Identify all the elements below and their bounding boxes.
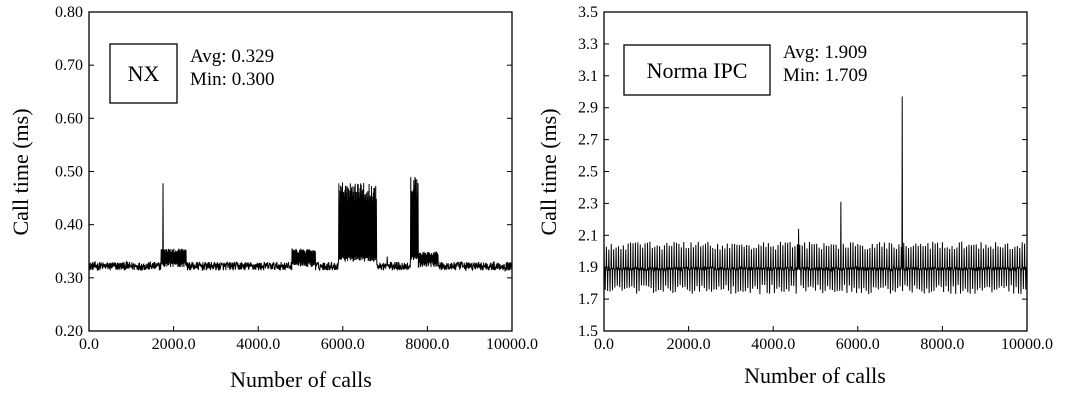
x-tick-label-nx: 4000.0 [236,336,280,353]
x-tick-label-norma-ipc: 10000.0 [1001,336,1053,353]
y-tick-label-norma-ipc: 2.3 [578,195,598,212]
x-tick-label-norma-ipc: 0.0 [594,336,614,353]
y-tick-label-norma-ipc: 2.5 [578,164,598,181]
min-annotation-norma-ipc: Min: 1.709 [783,65,867,86]
x-tick-label-nx: 2000.0 [152,336,196,353]
y-tick-label-norma-ipc: 2.1 [578,227,598,244]
legend-box-norma-ipc [623,44,771,96]
y-tick-label-nx: 0.50 [55,164,83,181]
series-line-norma-ipc [603,96,1028,295]
x-tick-label-norma-ipc: 8000.0 [920,336,964,353]
legend-label-nx: NX [128,61,160,86]
x-axis-title-nx: Number of calls [230,367,372,392]
x-tick-label-nx: 6000.0 [321,336,365,353]
y-tick-label-nx: 0.70 [55,57,83,74]
y-axis-title-nx: Call time (ms) [8,108,33,235]
x-tick-label-nx: 10000.0 [486,336,538,353]
ticks-nx: 0.0 2000.0 4000.0 6000.0 8000.0 10000.0 0.20 0.… [55,4,538,353]
x-tick-label-norma-ipc: 2000.0 [667,336,711,353]
y-tick-label-norma-ipc: 3.3 [578,36,598,53]
series-line-nx [88,176,513,273]
y-tick-label-nx: 0.30 [55,270,83,287]
chart-norma-ipc: 0.0 2000.0 4000.0 6000.0 8000.0 10000.0 1.5 1.7… [536,4,1053,388]
y-tick-label-nx: 0.20 [55,323,83,340]
y-tick-label-norma-ipc: 3.1 [578,68,598,85]
y-tick-label-norma-ipc: 1.7 [578,291,598,308]
y-tick-label-norma-ipc: 2.7 [578,132,598,149]
y-axis-title-norma-ipc: Call time (ms) [536,108,561,235]
y-tick-label-norma-ipc: 1.5 [578,323,598,340]
legend-label-norma-ipc: Norma IPC [647,58,748,83]
x-axis-title-norma-ipc: Number of calls [744,363,886,388]
ticks-norma-ipc: 0.0 2000.0 4000.0 6000.0 8000.0 10000.0 1.5 1.7… [578,4,1053,353]
x-tick-label-nx: 8000.0 [405,336,449,353]
y-tick-label-nx: 0.40 [55,217,83,234]
y-tick-label-norma-ipc: 3.5 [578,4,598,21]
avg-annotation-nx: Avg: 0.329 [190,46,274,67]
x-tick-label-norma-ipc: 4000.0 [751,336,795,353]
y-tick-label-norma-ipc: 1.9 [578,259,598,276]
min-annotation-nx: Min: 0.300 [190,69,274,90]
x-tick-label-norma-ipc: 6000.0 [836,336,880,353]
y-tick-label-norma-ipc: 2.9 [578,100,598,117]
x-tick-label-nx: 0.0 [79,336,99,353]
y-tick-label-nx: 0.80 [55,4,83,21]
chart-nx: 0.0 2000.0 4000.0 6000.0 8000.0 10000.0 0.20 0.… [8,4,538,392]
y-tick-label-nx: 0.60 [55,110,83,127]
avg-annotation-norma-ipc: Avg: 1.909 [783,42,867,63]
legend-box-nx [109,43,178,104]
